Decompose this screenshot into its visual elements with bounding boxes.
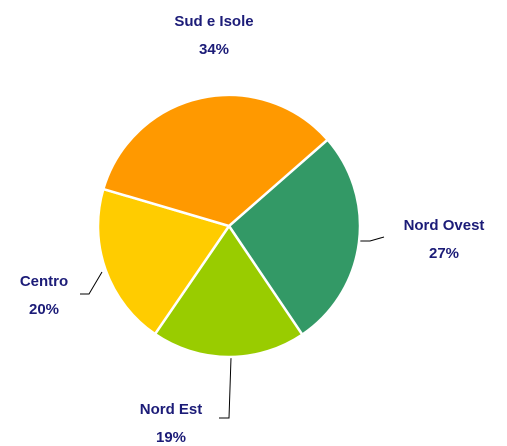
slice-label: Centro — [20, 273, 68, 290]
leader-line — [359, 236, 385, 242]
slice-label: Sud e Isole — [174, 13, 253, 30]
slice-value-label: 27% — [429, 245, 459, 262]
slice-label: Nord Est — [140, 401, 203, 418]
leader-line — [219, 357, 232, 419]
pie-slice — [153, 223, 304, 359]
leader-line — [80, 271, 103, 295]
pie-slice — [96, 187, 232, 336]
slice-value-label: 34% — [199, 41, 229, 58]
slice-label: Nord Ovest — [404, 217, 485, 234]
pie-slice — [101, 93, 330, 228]
slice-value-label: 19% — [156, 429, 186, 446]
pie-slice — [227, 137, 362, 337]
slice-value-label: 20% — [29, 301, 59, 318]
